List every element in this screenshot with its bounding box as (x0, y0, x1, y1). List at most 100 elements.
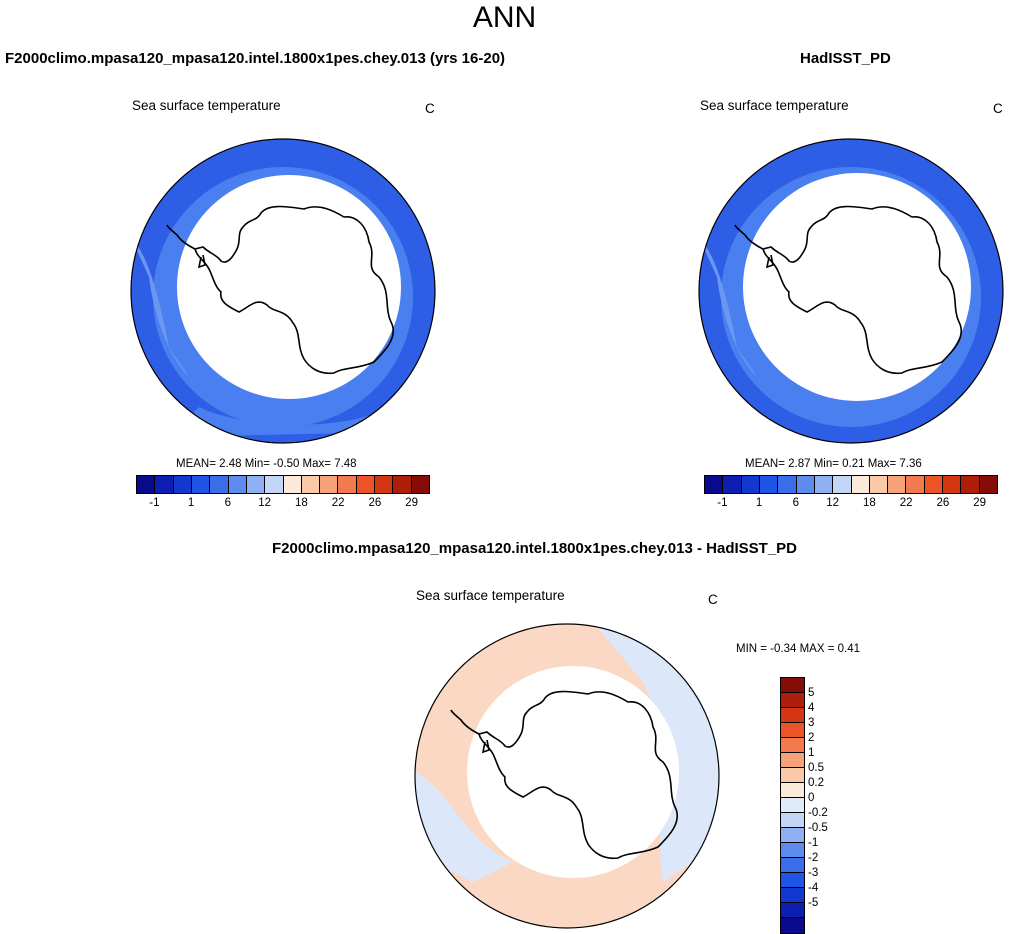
colorbar-tick-label: 0.5 (808, 762, 824, 774)
colorbar-tick-label: -0.5 (808, 822, 828, 834)
colorbar-swatch (781, 843, 804, 858)
colorbar-swatch (759, 476, 779, 493)
colorbar-ticks: -1 1 6 12 18 22 26 29 (136, 494, 430, 510)
panel-1-map (130, 138, 436, 444)
panel-1-title: F2000climo.mpasa120_mpasa120.intel.1800x… (5, 50, 506, 67)
colorbar-swatch (781, 753, 804, 768)
ocean-mid-west (131, 237, 189, 377)
colorbar-swatch (393, 476, 412, 493)
colorbar-tick-label: -1 (149, 497, 160, 509)
colorbar-swatch (705, 476, 724, 493)
colorbar-swatch (778, 476, 797, 493)
colorbar-swatch (283, 476, 302, 493)
colorbar-swatch (781, 678, 804, 693)
panel-2-stats: MEAN= 2.87 Min= 0.21 Max= 7.36 (745, 458, 922, 470)
panel-2-subtitle: Sea surface temperature (700, 98, 849, 113)
colorbar-swatch (781, 918, 804, 933)
colorbar-swatch (173, 476, 192, 493)
colorbar-tick-label: 4 (808, 702, 815, 714)
figure-title: ANN (472, 1, 537, 34)
antarctica-coast (734, 205, 962, 375)
colorbar-swatch (375, 476, 394, 493)
colorbar-tick-label: 18 (294, 497, 308, 509)
colorbar-swatch (781, 693, 804, 708)
colorbar-tick-label: 22 (899, 497, 913, 509)
colorbar-swatch (961, 476, 980, 493)
colorbar-tick-label: 0.2 (808, 777, 824, 789)
colorbar-swatches (780, 677, 805, 934)
colorbar-tick-label: -1 (717, 497, 728, 509)
panel-1-colorbar: -1 1 6 12 18 22 26 29 (136, 475, 430, 510)
panel-3-units: C (708, 592, 718, 607)
colorbar-tick-label: 0 (808, 792, 815, 804)
colorbar-swatch (301, 476, 321, 493)
colorbar-swatch (979, 476, 997, 493)
colorbar-tick-label: 6 (792, 497, 800, 509)
panel-2-title: HadISST_PD (800, 50, 891, 67)
sea-ice-region (177, 175, 401, 399)
coastline-path (166, 224, 206, 269)
panel-2-units: C (993, 101, 1003, 116)
colorbar-tick-label: 3 (808, 717, 815, 729)
colorbar-swatch (781, 813, 804, 828)
coastline-path (762, 205, 962, 375)
panel-3-colorbar: 5 4 3 2 1 0.5 0.2 0 -0.2 -0.5 -1 -2 -3 -4 -5 (780, 677, 860, 934)
colorbar-tick-label: 12 (258, 497, 272, 509)
colorbar-swatch (411, 476, 429, 493)
colorbar-tick-label: 12 (826, 497, 840, 509)
colorbar-swatch (246, 476, 266, 493)
coastline-path (734, 224, 774, 269)
colorbar-swatches (136, 475, 430, 494)
colorbar-swatch (320, 476, 339, 493)
colorbar-swatch (781, 873, 804, 888)
colorbar-swatch (228, 476, 247, 493)
colorbar-swatch (741, 476, 760, 493)
panel-2-colorbar: -1 1 6 12 18 22 26 29 (704, 475, 998, 510)
colorbar-swatch (943, 476, 962, 493)
colorbar-swatch (781, 798, 804, 813)
colorbar-swatch (265, 476, 284, 493)
colorbar-swatch (155, 476, 174, 493)
colorbar-tick-label: 1 (187, 497, 195, 509)
colorbar-tick-label: -2 (808, 852, 819, 864)
coastline-path (194, 205, 394, 375)
colorbar-tick-label: 26 (368, 497, 382, 509)
coastline-path (450, 709, 490, 754)
colorbar-tick-label: 1 (808, 747, 815, 759)
colorbar-swatch (814, 476, 834, 493)
colorbar-swatch (888, 476, 907, 493)
panel-1-stats: MEAN= 2.48 Min= -0.50 Max= 7.48 (176, 458, 357, 470)
colorbar-tick-label: -5 (808, 897, 819, 909)
colorbar-swatch (781, 738, 804, 753)
colorbar-tick-label: 2 (808, 732, 815, 744)
colorbar-tick-label: 26 (936, 497, 950, 509)
panel-1-units: C (425, 101, 435, 116)
colorbar-swatch (137, 476, 156, 493)
panel-3-stats: MIN = -0.34 MAX = 0.41 (736, 643, 861, 655)
colorbar-tick-label: -3 (808, 867, 819, 879)
colorbar-swatch (924, 476, 944, 493)
colorbar-swatch (781, 768, 804, 783)
colorbar-swatch (210, 476, 229, 493)
panel-3-subtitle: Sea surface temperature (416, 588, 565, 603)
coastline-path (478, 690, 678, 860)
colorbar-ticks: 5 4 3 2 1 0.5 0.2 0 -0.2 -0.5 -1 -2 -3 -4 -5 (808, 677, 858, 922)
colorbar-swatch (781, 903, 804, 918)
colorbar-swatch (723, 476, 742, 493)
colorbar-swatch (906, 476, 925, 493)
panel-2-map (698, 138, 1004, 444)
colorbar-swatch (833, 476, 852, 493)
colorbar-swatch (191, 476, 211, 493)
colorbar-tick-label: 6 (224, 497, 232, 509)
colorbar-swatch (869, 476, 889, 493)
colorbar-swatch (781, 708, 804, 723)
colorbar-tick-label: -4 (808, 882, 819, 894)
colorbar-tick-label: 29 (973, 497, 987, 509)
colorbar-swatch (781, 828, 804, 843)
colorbar-swatch (851, 476, 870, 493)
colorbar-swatch (338, 476, 357, 493)
colorbar-tick-label: 22 (331, 497, 345, 509)
colorbar-tick-label: 1 (755, 497, 763, 509)
colorbar-swatch (781, 783, 804, 798)
colorbar-ticks: -1 1 6 12 18 22 26 29 (704, 494, 998, 510)
